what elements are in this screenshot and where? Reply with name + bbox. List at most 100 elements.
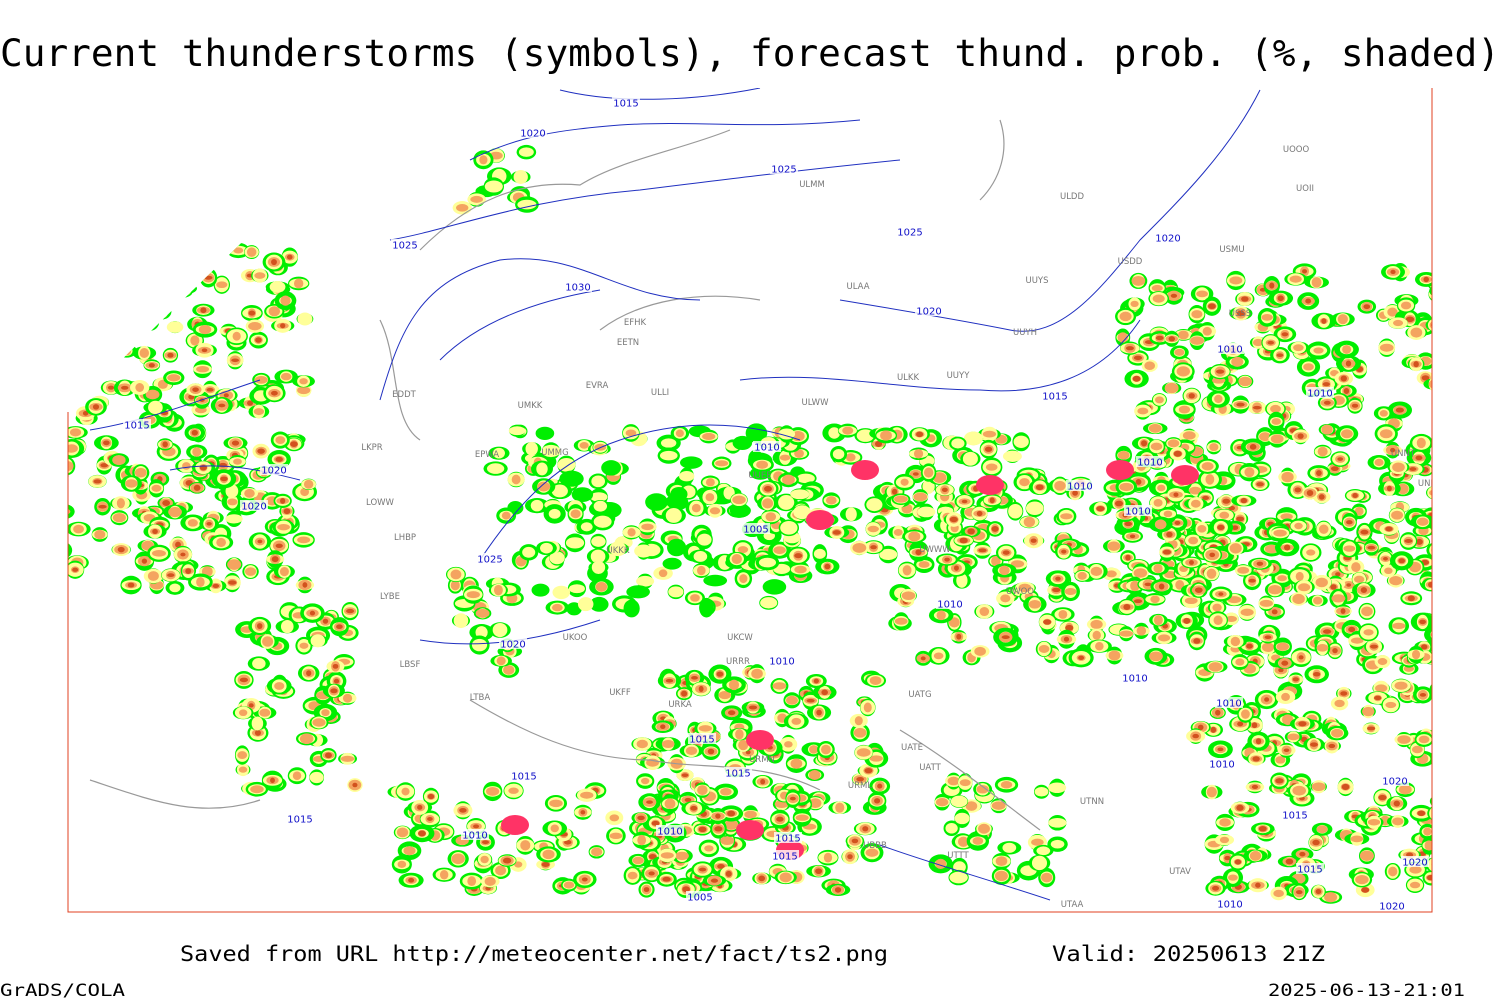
shade — [825, 496, 837, 505]
shade — [54, 414, 63, 421]
shade — [484, 876, 496, 886]
shade — [632, 856, 644, 865]
shade — [49, 386, 62, 395]
shade — [99, 335, 116, 350]
shade — [68, 347, 82, 361]
shade — [1013, 435, 1029, 448]
shade — [520, 840, 531, 851]
shade — [1201, 462, 1214, 471]
shade — [41, 345, 61, 356]
shade — [248, 321, 262, 331]
shade — [1393, 319, 1404, 327]
shade — [1148, 651, 1163, 662]
shade — [158, 298, 174, 312]
shade — [1129, 534, 1136, 539]
shade — [68, 370, 70, 378]
shade — [954, 812, 970, 825]
shade — [813, 678, 819, 684]
shade — [1386, 485, 1392, 492]
shade — [1433, 283, 1446, 298]
shade — [1434, 548, 1452, 558]
shade — [1123, 604, 1131, 610]
shade — [73, 357, 88, 369]
shade — [68, 275, 72, 295]
shade — [197, 261, 207, 270]
shade — [1431, 859, 1432, 870]
shade — [1383, 556, 1388, 561]
shade — [636, 739, 648, 749]
shade — [962, 451, 978, 466]
shade — [994, 870, 1008, 882]
shade — [228, 580, 237, 585]
shade — [47, 346, 55, 356]
shade — [473, 824, 480, 829]
shade — [1432, 548, 1439, 553]
shade — [1264, 635, 1272, 639]
shade — [43, 319, 68, 335]
shade — [974, 646, 986, 656]
shade — [728, 679, 740, 691]
shade — [157, 299, 170, 307]
shade — [117, 546, 125, 553]
shade — [1439, 654, 1448, 663]
shade — [762, 579, 787, 595]
shade — [98, 504, 107, 509]
shade — [1435, 524, 1454, 537]
shade — [68, 503, 75, 520]
shade — [1258, 825, 1267, 832]
shade — [1267, 585, 1282, 595]
shade — [820, 744, 831, 755]
shade — [1419, 693, 1427, 697]
shade — [549, 799, 563, 808]
shade — [55, 281, 64, 290]
shade — [732, 435, 753, 451]
shade — [660, 724, 666, 729]
shade — [1183, 617, 1191, 624]
shade — [220, 476, 228, 482]
shade — [1117, 450, 1130, 460]
shade — [427, 817, 433, 821]
shade — [1077, 571, 1087, 580]
shade — [854, 716, 863, 726]
shade — [1416, 517, 1429, 526]
shade — [1028, 599, 1042, 609]
shade — [660, 852, 674, 859]
shade — [1330, 584, 1337, 590]
shade — [714, 826, 723, 832]
shade — [537, 481, 551, 492]
shade — [152, 303, 172, 320]
shade — [1385, 701, 1397, 709]
shade — [648, 871, 655, 876]
shade — [1133, 599, 1143, 604]
shade — [322, 618, 329, 624]
shade — [1212, 885, 1220, 891]
shade — [450, 569, 462, 580]
shade — [68, 460, 74, 472]
shade — [70, 371, 83, 382]
shade — [627, 528, 636, 537]
shade — [144, 318, 155, 326]
shade — [1222, 498, 1231, 504]
shade — [1210, 726, 1217, 733]
shade — [1362, 706, 1375, 717]
shade — [690, 594, 700, 602]
shade — [579, 442, 589, 449]
shade — [119, 284, 139, 298]
shade — [68, 359, 81, 374]
shade — [1193, 638, 1201, 644]
shade — [1124, 521, 1133, 527]
shade — [251, 716, 264, 731]
shade — [151, 484, 162, 492]
shade — [675, 429, 684, 438]
shade — [1167, 439, 1180, 448]
shade — [795, 814, 809, 821]
shade — [1433, 872, 1452, 890]
shade — [1137, 407, 1149, 415]
shade — [87, 254, 109, 272]
shade — [297, 386, 311, 395]
title: Current thunderstorms (symbols), forecas… — [0, 32, 1500, 75]
shade — [821, 689, 828, 696]
shade — [1292, 593, 1305, 605]
shade — [225, 514, 243, 524]
shade — [502, 857, 512, 864]
